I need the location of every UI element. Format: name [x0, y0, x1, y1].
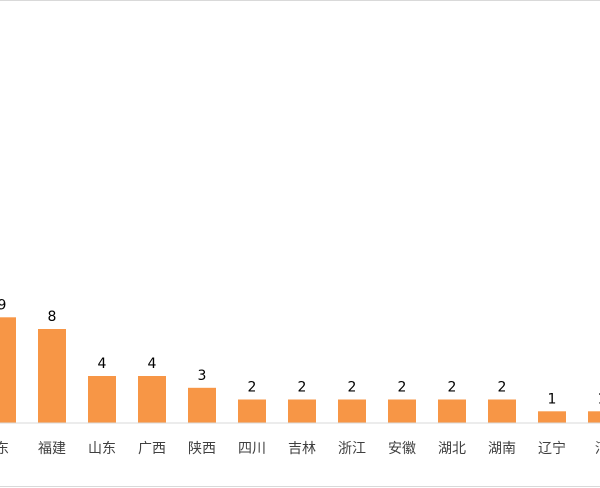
x-tick-label-8: 安徽: [388, 441, 416, 457]
bar-2: [88, 376, 116, 423]
data-label-10: 2: [498, 380, 507, 396]
x-tick-label-3: 广西: [138, 441, 166, 457]
bar-0: [0, 317, 16, 424]
x-tick-label-0: 东: [0, 441, 9, 457]
x-tick-label-12: 河: [595, 441, 600, 457]
x-tick-label-7: 浙江: [338, 441, 366, 457]
data-label-4: 3: [198, 368, 207, 384]
data-label-0: 9: [0, 297, 6, 313]
data-label-12: 1: [598, 391, 600, 407]
data-label-11: 1: [548, 391, 557, 407]
data-label-9: 2: [448, 380, 457, 396]
x-tick-label-2: 山东: [88, 441, 116, 457]
bar-11: [538, 411, 566, 424]
x-tick-label-1: 福建: [38, 441, 66, 457]
bar-12: [588, 411, 600, 424]
bar-6: [288, 399, 316, 423]
data-label-5: 2: [248, 380, 257, 396]
bar-5: [238, 399, 266, 423]
bar-10: [488, 399, 516, 423]
x-tick-label-6: 吉林: [288, 441, 316, 457]
x-tick-label-10: 湖南: [488, 441, 516, 457]
bar-9: [438, 399, 466, 423]
x-tick-label-4: 陕西: [188, 441, 216, 457]
bar-3: [138, 376, 166, 423]
bar-4: [188, 387, 216, 424]
x-tick-label-11: 辽宁: [538, 440, 566, 457]
data-label-8: 2: [398, 380, 407, 396]
bar-7: [338, 399, 366, 423]
data-label-6: 2: [298, 380, 307, 396]
data-label-7: 2: [348, 380, 357, 396]
x-tick-label-9: 湖北: [438, 441, 466, 457]
x-tick-label-5: 四川: [238, 441, 266, 457]
data-label-2: 4: [98, 356, 107, 372]
bars-group: [0, 317, 600, 424]
data-labels-group: 9 8 4 4 3 2 2 2 2 2 2 1 1: [0, 297, 600, 407]
x-tick-labels-group: 东 福建 山东 广西 陕西 四川 吉林 浙江 安徽 湖北 湖南 辽宁 河: [0, 440, 600, 457]
bar-8: [388, 399, 416, 423]
data-label-1: 8: [48, 309, 57, 325]
data-label-3: 4: [148, 356, 157, 372]
bar-1: [38, 329, 66, 423]
